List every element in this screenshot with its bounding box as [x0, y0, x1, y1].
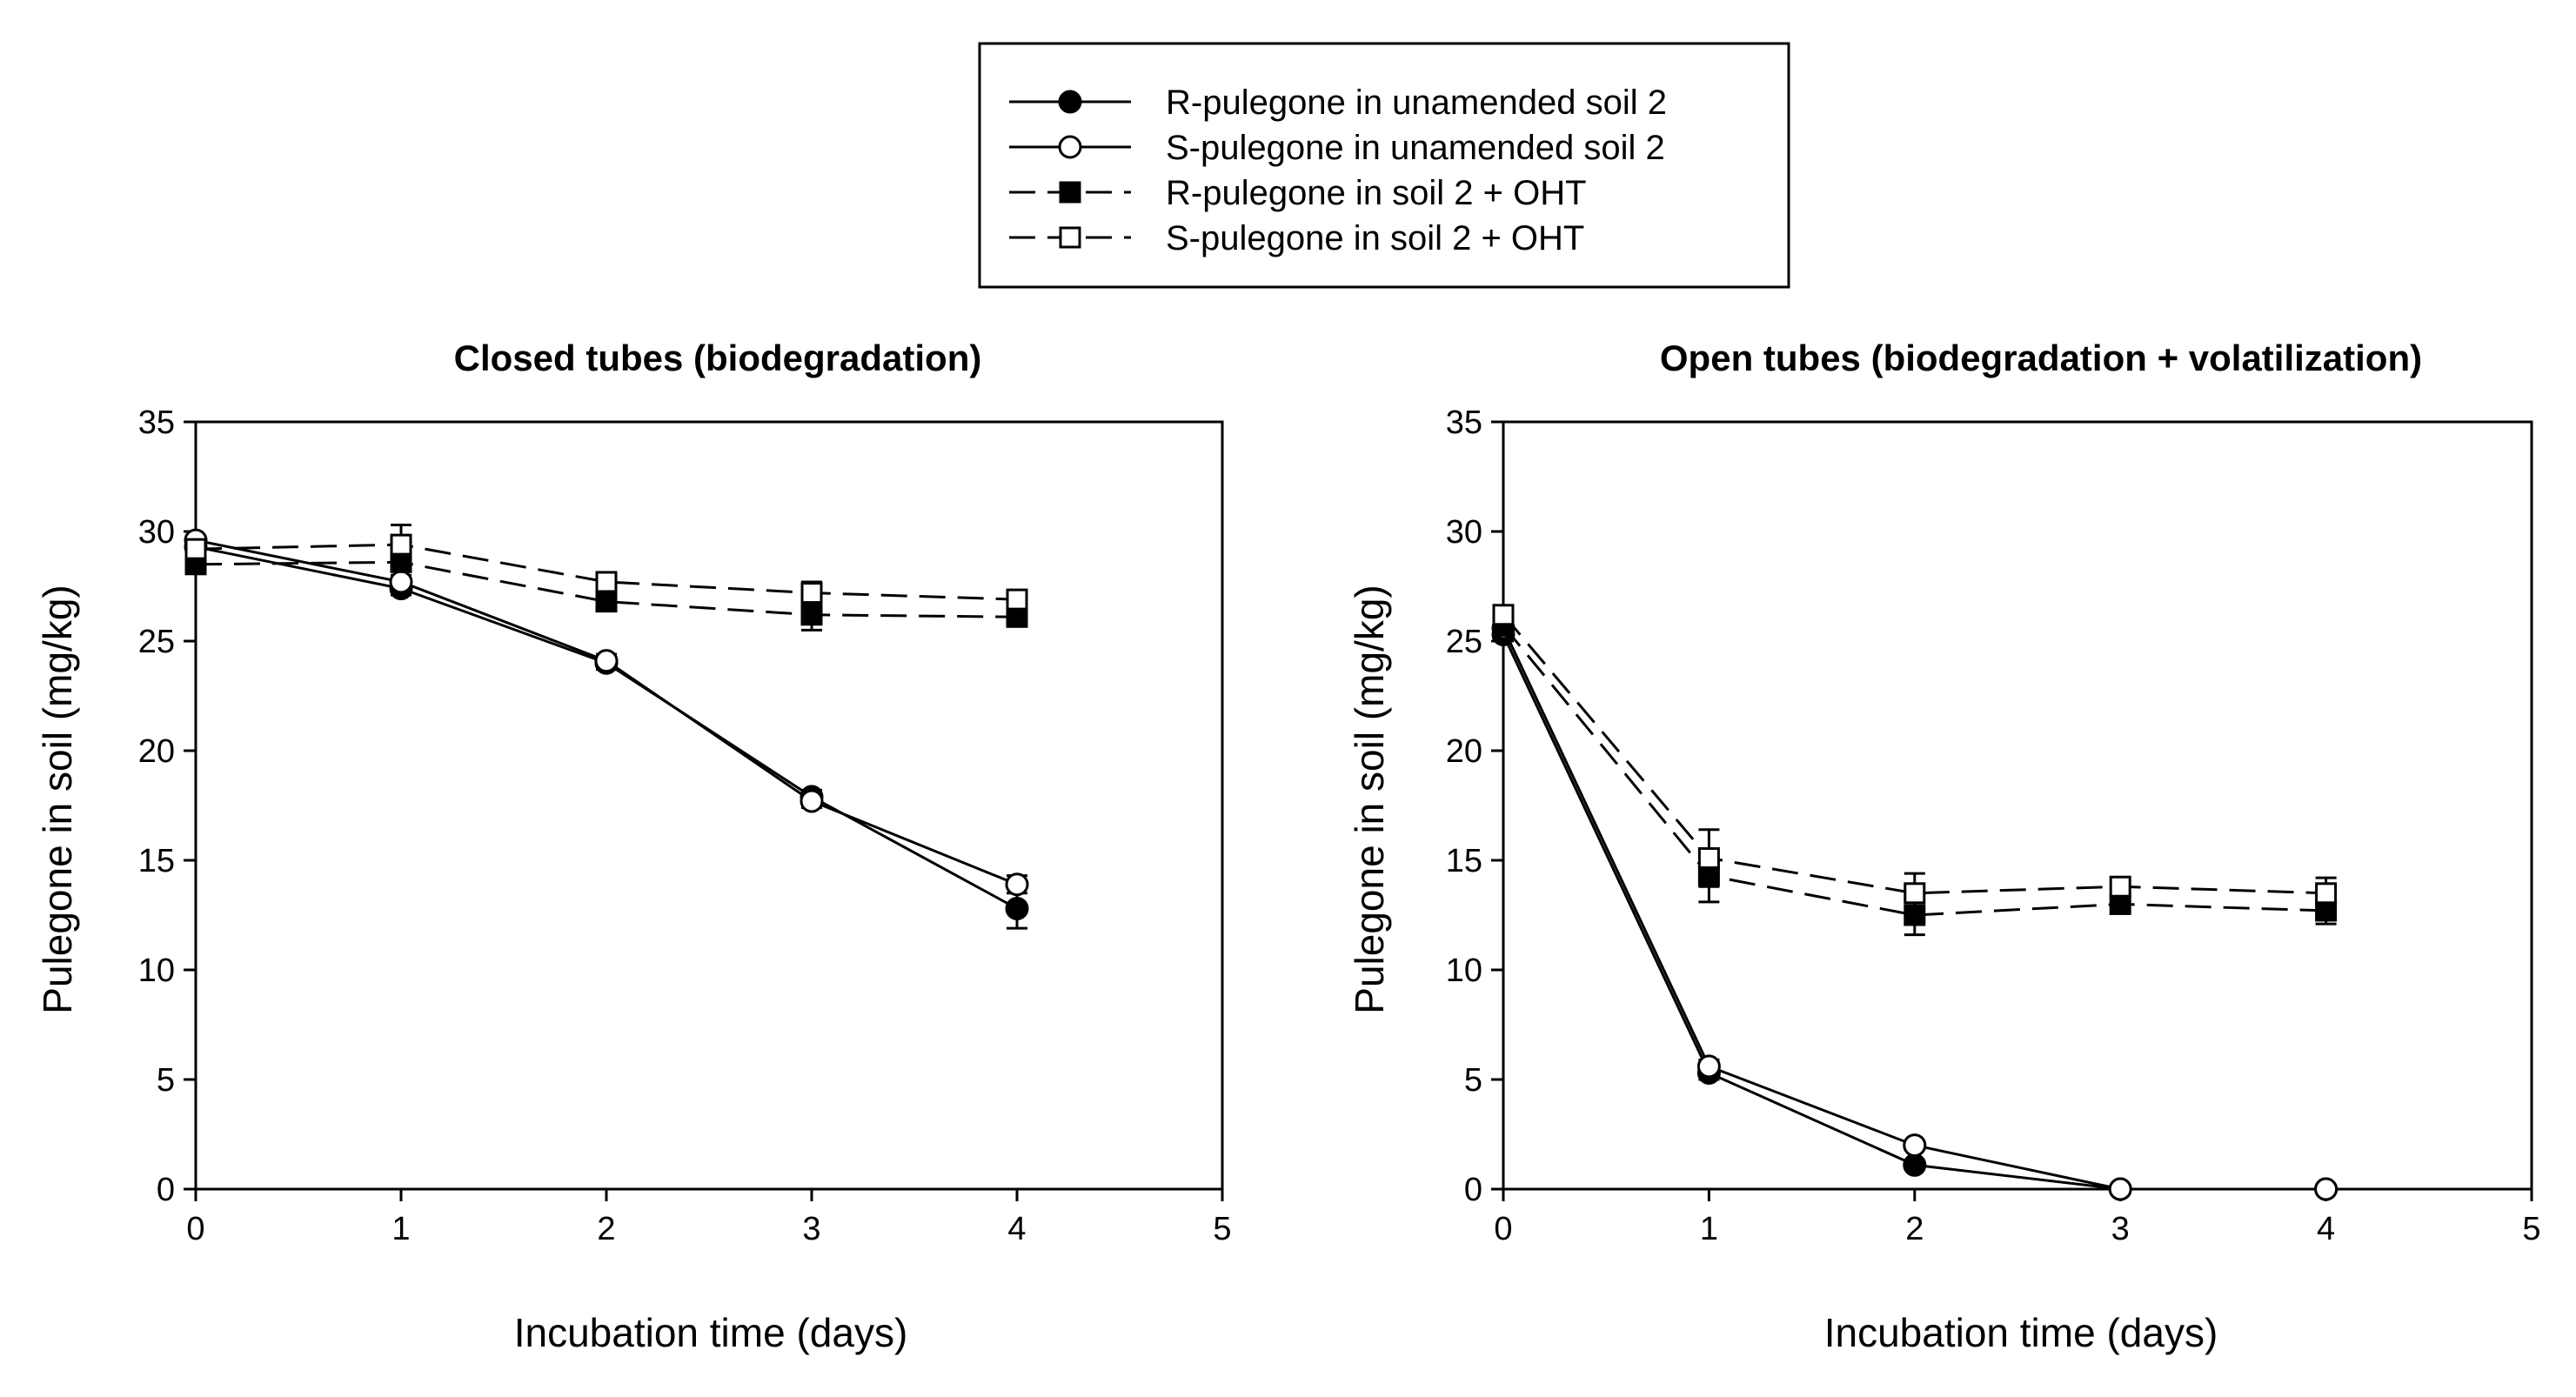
series-line	[195, 543, 1018, 601]
legend-marker	[1059, 181, 1081, 204]
y-tick-label: 25	[1446, 624, 1482, 660]
data-point	[184, 538, 207, 560]
data-point	[1005, 872, 1029, 897]
legend-label: S-pulegone in soil 2 + OHT	[1166, 219, 1584, 257]
y-tick-label: 10	[1446, 952, 1482, 989]
x-tick-label: 4	[2317, 1211, 2335, 1247]
plot-frame	[194, 420, 1224, 1191]
legend-item-s-unamended: S-pulegone in unamended soil 2	[1009, 129, 1665, 167]
legend-item-s-oht: S-pulegone in soil 2 + OHT	[1009, 219, 1584, 257]
chart-title: Closed tubes (biodegradation)	[454, 338, 982, 378]
y-axis-label: Pulegone in soil (mg/kg)	[35, 585, 80, 1013]
y-axis-label: Pulegone in soil (mg/kg)	[1347, 585, 1392, 1013]
plot-area: 0 1 2 3 4 5 0 5 10 15 20 25 30 35	[138, 404, 1232, 1247]
x-tick-label: 0	[1494, 1211, 1512, 1247]
y-tick-label: 25	[138, 624, 175, 660]
x-tick-label: 3	[2111, 1211, 2130, 1247]
data-point	[2109, 875, 2131, 898]
x-tick-label: 0	[186, 1211, 204, 1247]
data-point	[800, 604, 823, 626]
data-point	[1903, 1133, 1927, 1158]
data-point	[1904, 882, 1926, 905]
y-tick-label: 20	[1446, 733, 1482, 770]
y-tick-label: 35	[1446, 404, 1482, 441]
x-tick-label: 2	[597, 1211, 615, 1247]
legend-marker	[1059, 226, 1081, 249]
y-tick-label: 30	[138, 514, 175, 551]
y-tick-label: 30	[1446, 514, 1482, 551]
data-point	[1697, 846, 1720, 869]
series-s-oht	[1492, 604, 2338, 914]
data-point	[595, 591, 618, 613]
legend-marker	[1058, 135, 1082, 159]
x-tick-label: 3	[802, 1211, 820, 1247]
x-axis-label: Incubation time (days)	[1824, 1310, 2218, 1355]
chart-closed-tubes: Closed tubes (biodegradation) Incubation…	[35, 338, 1232, 1355]
legend-items: R-pulegone in unamended soil 2 S-pulegone…	[1009, 84, 1667, 257]
x-tick-label: 1	[1700, 1211, 1718, 1247]
y-tick-label: 35	[138, 404, 175, 441]
y-tick-label: 0	[1464, 1172, 1482, 1208]
legend-label: S-pulegone in unamended soil 2	[1166, 129, 1665, 167]
legend: R-pulegone in unamended soil 2 S-pulegone…	[978, 42, 1790, 289]
data-point	[595, 571, 618, 593]
legend-label: R-pulegone in soil 2 + OHT	[1166, 174, 1587, 212]
x-axis-label: Incubation time (days)	[514, 1310, 908, 1355]
x-tick-label: 2	[1905, 1211, 1924, 1247]
data-point	[390, 533, 412, 556]
y-tick-label: 5	[157, 1062, 175, 1099]
data-point	[1696, 1054, 1721, 1079]
legend-item-r-unamended: R-pulegone in unamended soil 2	[1009, 84, 1667, 122]
y-tick-label: 0	[157, 1172, 175, 1208]
y-tick-label: 15	[138, 843, 175, 879]
data-point	[800, 789, 824, 813]
y-tick-label: 10	[138, 952, 175, 989]
data-point	[594, 649, 619, 673]
legend-marker	[1058, 90, 1082, 114]
legend-item-r-oht: R-pulegone in soil 2 + OHT	[1009, 174, 1587, 212]
plot-frame	[1502, 420, 2533, 1191]
y-tick-label: 5	[1464, 1062, 1482, 1099]
series-line	[1502, 625, 2326, 917]
data-point	[1492, 604, 1515, 626]
series-line	[195, 560, 1018, 618]
x-tick-label: 1	[391, 1211, 410, 1247]
data-point	[1903, 1153, 1927, 1177]
chart-title: Open tubes (biodegradation + volatilizat…	[1660, 338, 2422, 378]
data-point	[389, 570, 413, 594]
legend-label: R-pulegone in unamended soil 2	[1166, 84, 1667, 122]
series-line	[1502, 613, 2326, 895]
plot-area: 0 1 2 3 4 5 0 5 10 15 20 25 30 35	[1446, 404, 2541, 1247]
legend-box	[978, 42, 1790, 289]
y-tick-label: 20	[138, 733, 175, 770]
data-point	[1006, 588, 1028, 611]
x-tick-label: 5	[2522, 1211, 2540, 1247]
x-tick-label: 4	[1007, 1211, 1026, 1247]
data-point	[1005, 896, 1029, 920]
series-s-oht	[184, 523, 1028, 611]
data-point	[2108, 1177, 2132, 1201]
data-point	[2315, 882, 2338, 905]
chart-open-tubes: Open tubes (biodegradation + volatilizat…	[1347, 338, 2541, 1355]
data-point	[800, 582, 823, 605]
x-tick-label: 5	[1213, 1211, 1231, 1247]
y-tick-label: 15	[1446, 843, 1482, 879]
data-point	[2314, 1177, 2338, 1201]
